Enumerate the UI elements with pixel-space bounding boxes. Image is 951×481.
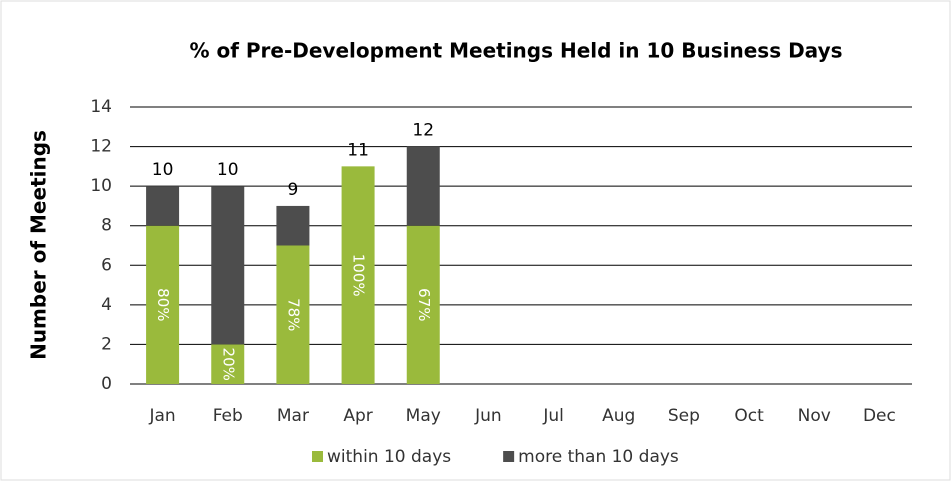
x-tick-label: Nov — [798, 406, 831, 426]
total-label: 9 — [288, 180, 299, 200]
y-tick-label: 4 — [101, 295, 112, 315]
x-tick-label: Jun — [474, 406, 502, 426]
y-tick-label: 0 — [101, 374, 112, 394]
percent-label: 20% — [219, 348, 237, 381]
legend-label: within 10 days — [327, 447, 451, 467]
y-tick-label: 6 — [101, 255, 112, 275]
bar-segment — [406, 146, 440, 226]
bar-segment — [276, 245, 310, 384]
total-label: 10 — [152, 160, 174, 180]
x-tick-label: Aug — [602, 406, 635, 426]
legend-swatch — [503, 451, 515, 462]
bar-segment — [406, 225, 440, 384]
x-tick-label: Feb — [213, 406, 243, 426]
percent-label: 78% — [284, 298, 302, 331]
bar-segment — [211, 344, 245, 384]
x-tick-label: Jan — [148, 406, 175, 426]
y-tick-label: 12 — [90, 137, 112, 157]
bar-segment — [276, 205, 310, 246]
total-label: 12 — [412, 121, 434, 141]
total-label: 10 — [217, 160, 239, 180]
bar-segment — [211, 186, 245, 345]
x-tick-label: Dec — [863, 406, 896, 426]
legend-swatch — [312, 451, 323, 462]
x-tick-label: Jul — [542, 406, 564, 426]
bar-segment — [341, 166, 375, 384]
percent-label: 80% — [154, 288, 172, 321]
chart-title: % of Pre-Development Meetings Held in 10… — [189, 39, 842, 63]
x-tick-label: Apr — [343, 406, 372, 426]
x-tick-label: Oct — [734, 406, 764, 426]
percent-label: 67% — [415, 288, 433, 321]
percent-label: 100% — [350, 254, 368, 297]
x-tick-label: Mar — [277, 406, 309, 426]
legend-label: more than 10 days — [518, 447, 679, 467]
x-tick-label: Sep — [668, 406, 700, 426]
x-tick-label: May — [406, 406, 441, 426]
y-tick-label: 14 — [90, 97, 112, 117]
y-tick-label: 2 — [101, 334, 112, 354]
y-tick-label: 8 — [101, 216, 112, 236]
y-axis-label: Number of Meetings — [27, 130, 51, 360]
y-tick-label: 10 — [90, 176, 112, 196]
bar-segment — [146, 186, 180, 226]
bar-segment — [146, 225, 180, 384]
total-label: 11 — [347, 140, 369, 160]
